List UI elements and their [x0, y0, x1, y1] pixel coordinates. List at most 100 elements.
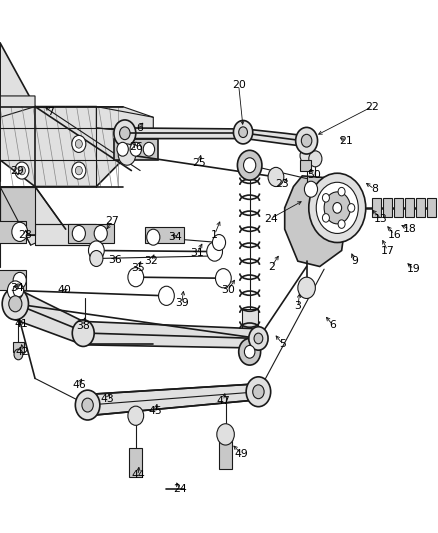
Polygon shape — [88, 384, 258, 416]
Polygon shape — [15, 288, 258, 348]
Circle shape — [2, 288, 28, 320]
Text: 27: 27 — [105, 216, 119, 226]
Bar — [427, 198, 436, 217]
Bar — [394, 198, 403, 217]
Bar — [372, 198, 381, 217]
Text: 22: 22 — [365, 102, 379, 111]
Circle shape — [128, 268, 144, 287]
Text: 47: 47 — [216, 396, 230, 406]
Circle shape — [338, 220, 345, 228]
Circle shape — [120, 127, 130, 140]
Text: 29: 29 — [11, 166, 25, 175]
Circle shape — [72, 225, 85, 241]
Bar — [129, 448, 142, 477]
Circle shape — [298, 277, 315, 298]
Bar — [0, 270, 26, 290]
Circle shape — [147, 229, 160, 245]
Circle shape — [239, 127, 247, 138]
Circle shape — [13, 272, 26, 288]
Circle shape — [322, 193, 329, 202]
Text: 46: 46 — [72, 380, 86, 390]
Bar — [416, 198, 425, 217]
Text: 43: 43 — [100, 394, 114, 403]
Text: 40: 40 — [58, 286, 72, 295]
Circle shape — [94, 225, 107, 241]
Text: 26: 26 — [129, 142, 143, 151]
Circle shape — [338, 188, 345, 196]
Text: 17: 17 — [381, 246, 395, 255]
Bar — [219, 440, 232, 469]
Circle shape — [90, 251, 103, 266]
Circle shape — [72, 320, 94, 346]
Circle shape — [217, 424, 234, 445]
Circle shape — [246, 377, 271, 407]
Text: 35: 35 — [131, 263, 145, 272]
Circle shape — [348, 204, 355, 212]
Circle shape — [143, 142, 155, 156]
Circle shape — [296, 127, 318, 154]
Circle shape — [300, 148, 313, 164]
Text: 34: 34 — [168, 232, 182, 242]
Polygon shape — [68, 224, 114, 243]
Polygon shape — [96, 107, 153, 133]
Text: 6: 6 — [329, 320, 336, 330]
Text: 18: 18 — [403, 224, 417, 234]
Circle shape — [114, 120, 136, 147]
Circle shape — [75, 390, 100, 420]
Circle shape — [244, 158, 256, 173]
Circle shape — [215, 269, 231, 288]
Polygon shape — [0, 187, 66, 245]
Text: 16: 16 — [387, 230, 401, 239]
Circle shape — [15, 162, 29, 179]
Polygon shape — [242, 309, 258, 352]
Circle shape — [309, 151, 322, 167]
Text: 32: 32 — [144, 256, 158, 266]
Circle shape — [117, 142, 128, 156]
Circle shape — [72, 162, 86, 179]
Circle shape — [268, 167, 284, 187]
Circle shape — [12, 222, 28, 241]
Text: 36: 36 — [108, 255, 122, 265]
Circle shape — [128, 406, 144, 425]
Text: 23: 23 — [276, 179, 290, 189]
Text: 13: 13 — [374, 214, 388, 223]
Circle shape — [333, 203, 342, 213]
Text: 24: 24 — [264, 214, 278, 223]
Circle shape — [254, 333, 263, 344]
Bar — [0, 221, 26, 243]
Circle shape — [249, 327, 268, 350]
Circle shape — [253, 385, 264, 399]
Polygon shape — [0, 96, 35, 117]
Text: 5: 5 — [279, 339, 286, 349]
Polygon shape — [145, 227, 184, 243]
Text: 41: 41 — [14, 319, 28, 329]
Circle shape — [239, 338, 261, 365]
Text: 44: 44 — [131, 471, 145, 480]
Circle shape — [322, 214, 329, 222]
Text: 42: 42 — [16, 347, 30, 357]
Text: 34: 34 — [10, 283, 24, 293]
Circle shape — [18, 166, 25, 175]
Circle shape — [304, 181, 318, 197]
Text: 39: 39 — [175, 298, 189, 308]
Circle shape — [7, 281, 23, 300]
Text: 30: 30 — [221, 286, 235, 295]
Polygon shape — [114, 139, 158, 160]
Text: 28: 28 — [18, 230, 32, 239]
Circle shape — [14, 349, 23, 360]
Text: 38: 38 — [76, 321, 90, 331]
Circle shape — [88, 241, 104, 260]
Polygon shape — [125, 128, 307, 147]
Text: 8: 8 — [371, 184, 378, 194]
Circle shape — [130, 142, 141, 156]
Text: 6: 6 — [137, 123, 144, 133]
Text: 25: 25 — [192, 158, 206, 167]
Circle shape — [75, 140, 82, 148]
Circle shape — [72, 135, 86, 152]
Circle shape — [316, 182, 358, 233]
Bar — [383, 198, 392, 217]
Circle shape — [75, 166, 82, 175]
Circle shape — [237, 150, 262, 180]
Text: 1: 1 — [211, 230, 218, 239]
Text: 7: 7 — [47, 107, 54, 117]
